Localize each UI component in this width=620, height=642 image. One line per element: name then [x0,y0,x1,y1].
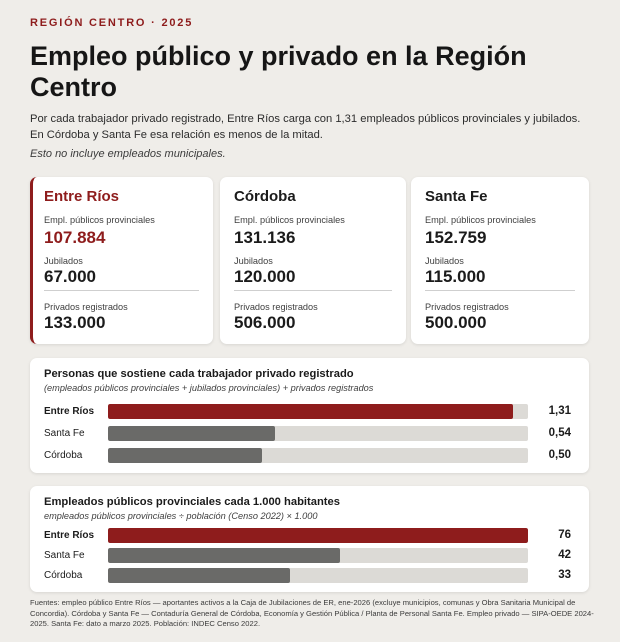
bar-track [108,426,528,441]
publicos-label: Empl. públicos provinciales [425,215,536,225]
lead-paragraph: Por cada trabajador privado registrado, … [30,113,581,141]
privados-value: 133.000 [44,313,106,332]
bar-track [108,404,528,419]
chart-subtitle: (empleados públicos provinciales + jubil… [44,383,374,393]
bar-value-label: 1,31 [548,405,571,417]
publicos-value: 131.136 [234,228,296,247]
publicos-label: Empl. públicos provinciales [44,215,155,225]
note: Esto no incluye empleados municipales. [30,148,226,160]
card-divider [44,290,199,291]
bar-value-label: 33 [558,569,571,581]
card-divider [234,290,392,291]
chart-subtitle: empleados públicos provinciales ÷ poblac… [44,511,318,521]
bar-value-label: 0,54 [548,427,571,439]
jubilados-value: 67.000 [44,267,96,286]
privados-label: Privados registrados [44,302,128,312]
chart-title: Personas que sostiene cada trabajador pr… [44,368,354,380]
card-divider [425,290,575,291]
bar-track [108,548,528,563]
card-cordoba: Córdoba Empl. públicos provinciales 131.… [220,177,406,344]
publicos-value: 107.884 [44,228,106,247]
bar-label: Santa Fe [44,428,85,439]
privados-value: 500.000 [425,313,487,332]
page-title: Empleo público y privado en la Región Ce… [30,41,527,102]
chart-panel-ratio: Personas que sostiene cada trabajador pr… [30,358,589,473]
bar-track [108,448,528,463]
bar [108,448,263,463]
bar-value-label: 76 [558,529,571,541]
bar [108,568,291,583]
bar [108,548,341,563]
privados-value: 506.000 [234,313,296,332]
chart-title: Empleados públicos provinciales cada 1.0… [44,496,340,508]
publicos-value: 152.759 [425,228,487,247]
bar-label: Córdoba [44,570,83,581]
card-title: Entre Ríos [44,188,120,205]
jubilados-label: Jubilados [425,256,464,266]
bar-label: Entre Ríos [44,406,95,417]
jubilados-value: 115.000 [425,267,486,286]
bar-track [108,528,528,543]
bar [108,404,513,419]
publicos-label: Empl. públicos provinciales [234,215,345,225]
bar-label: Entre Ríos [44,530,95,541]
card-title: Santa Fe [425,188,488,205]
sources-footnote: Fuentes: empleo público Entre Ríos — apo… [30,598,594,628]
bar-value-label: 0,50 [548,449,571,461]
bar [108,426,275,441]
jubilados-value: 120.000 [234,267,296,286]
kicker: REGIÓN CENTRO · 2025 [30,17,194,29]
bar-label: Córdoba [44,450,83,461]
jubilados-label: Jubilados [234,256,273,266]
bar [108,528,528,543]
chart-panel-per-1000: Empleados públicos provinciales cada 1.0… [30,486,589,592]
privados-label: Privados registrados [234,302,318,312]
card-entre-rios: Entre Ríos Empl. públicos provinciales 1… [30,177,213,344]
bar-label: Santa Fe [44,550,85,561]
privados-label: Privados registrados [425,302,509,312]
card-title: Córdoba [234,188,296,205]
bar-value-label: 42 [558,549,571,561]
bar-track [108,568,528,583]
card-santa-fe: Santa Fe Empl. públicos provinciales 152… [411,177,589,344]
jubilados-label: Jubilados [44,256,83,266]
